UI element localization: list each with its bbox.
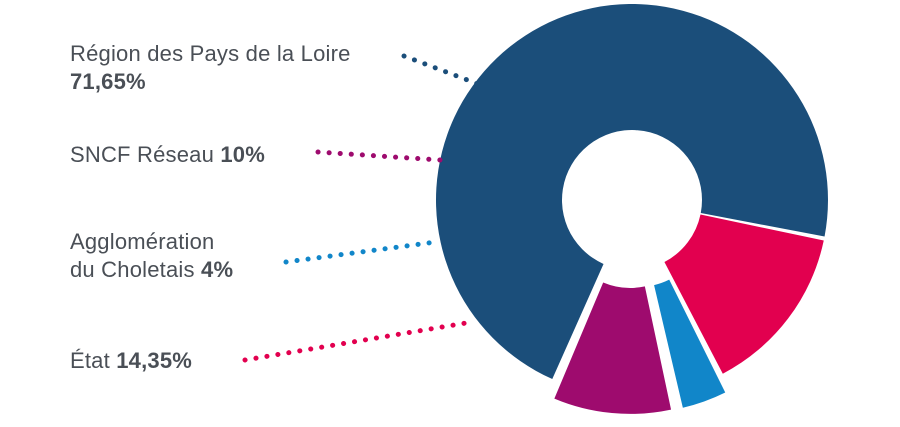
label-etat-name: État <box>70 348 110 373</box>
leader-region <box>401 53 481 87</box>
label-etat: État 14,35% <box>70 347 192 375</box>
label-sncf-name: SNCF Réseau <box>70 142 215 167</box>
leader-sncf <box>315 149 443 163</box>
donut-slices <box>435 4 828 414</box>
label-agglo-name-line2: du Choletais <box>70 257 195 282</box>
leader-dots <box>242 53 481 363</box>
leader-agglo <box>283 239 439 265</box>
slice-region-des-pays-de-la-loire <box>435 4 828 380</box>
slice-etat <box>664 214 824 374</box>
label-agglomeration-choletais: Agglomération du Choletais 4% <box>70 228 233 284</box>
label-sncf-reseau: SNCF Réseau 10% <box>70 141 265 169</box>
label-region-pays-de-la-loire: Région des Pays de la Loire 71,65% <box>70 40 351 96</box>
label-agglo-name-line1: Agglomération <box>70 229 215 254</box>
slice-sncf-reseau <box>554 282 672 414</box>
label-region-name: Région des Pays de la Loire <box>70 41 351 66</box>
label-etat-value: 14,35% <box>116 348 193 373</box>
leader-etat <box>242 319 475 363</box>
label-sncf-value: 10% <box>220 142 265 167</box>
label-agglo-value: 4% <box>201 257 234 282</box>
slice-agglomeration-du-choletais <box>654 279 726 408</box>
label-region-value: 71,65% <box>70 69 146 94</box>
